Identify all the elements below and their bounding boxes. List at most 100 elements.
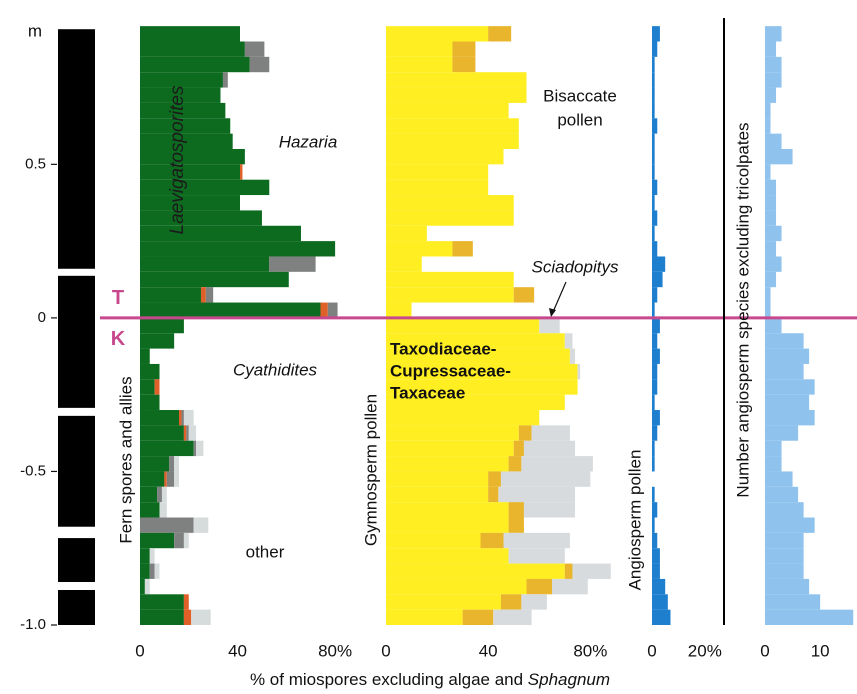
bar-segment xyxy=(386,394,565,411)
bar-segment xyxy=(652,56,655,73)
bar-segment xyxy=(765,594,821,610)
bar-segment xyxy=(144,578,150,595)
bar-segment xyxy=(140,456,170,472)
bar-segment xyxy=(765,118,771,134)
bar-segment xyxy=(765,287,771,303)
bar-segment xyxy=(765,563,804,579)
bar-segment xyxy=(140,133,233,149)
bar-segment xyxy=(765,41,777,57)
y-unit: m xyxy=(28,21,42,40)
bar-segment xyxy=(386,195,514,211)
bar-segment xyxy=(652,578,666,595)
lithology-block xyxy=(58,538,95,583)
x-axis-label-italic: Sphagnum xyxy=(528,670,610,689)
bar-segment xyxy=(652,102,655,119)
bar-segment xyxy=(765,363,804,380)
panel-label: Number angiosperm species excluding tric… xyxy=(733,122,752,497)
bar-segment xyxy=(320,302,328,318)
bar-segment xyxy=(140,394,160,411)
panel-label: Fern spores and allies xyxy=(116,376,135,543)
bar-segment xyxy=(386,287,514,303)
bar-segment xyxy=(154,379,160,395)
bar-segment xyxy=(386,302,412,318)
bar-segment xyxy=(386,210,514,226)
bar-segment xyxy=(765,56,782,73)
bar-segment xyxy=(386,41,453,57)
bar-segment xyxy=(765,26,782,42)
bar-segment xyxy=(386,532,481,549)
bar-segment xyxy=(765,133,782,149)
annotation: Laevigatosporites xyxy=(167,85,188,234)
bar-segment xyxy=(500,471,591,487)
bar-segment xyxy=(652,394,655,411)
bar-segment xyxy=(652,379,658,395)
bar-segment xyxy=(140,471,165,487)
bar-segment xyxy=(652,502,658,518)
bar-segment xyxy=(183,609,192,625)
bar-segment xyxy=(386,425,519,441)
bar-segment xyxy=(569,348,576,364)
boundary-label: K xyxy=(111,328,126,350)
bar-segment xyxy=(765,609,854,625)
bar-segment xyxy=(765,164,771,180)
bar-segment xyxy=(765,87,777,103)
bar-segment xyxy=(140,195,240,211)
bar-segment xyxy=(765,210,777,226)
x-tick-label: 0 xyxy=(135,641,144,660)
bar-segment xyxy=(552,578,588,595)
bar-segment xyxy=(161,486,167,503)
bar-segment xyxy=(386,363,578,380)
bar-segment xyxy=(386,179,489,196)
bar-segment xyxy=(193,440,197,457)
bar-segment xyxy=(386,594,501,610)
bar-segment xyxy=(652,532,658,549)
bar-segment xyxy=(140,563,150,579)
bar-segment xyxy=(386,609,463,625)
bar-segment xyxy=(140,41,245,57)
annotation: Cupressaceae- xyxy=(390,361,511,380)
bar-segment xyxy=(652,363,658,380)
bar-segment xyxy=(652,517,655,533)
bar-segment xyxy=(183,410,194,426)
bar-segment xyxy=(765,379,815,395)
bar-segment xyxy=(521,456,593,472)
bar-segment xyxy=(166,471,175,487)
bar-segment xyxy=(765,148,793,165)
bar-segment xyxy=(183,425,187,441)
x-tick-label: 0 xyxy=(381,641,390,660)
x-tick-label: 10 xyxy=(811,641,830,660)
bar-segment xyxy=(193,517,209,533)
bar-segment xyxy=(386,578,527,595)
y-tick-label: 0.5 xyxy=(25,155,46,172)
bar-segment xyxy=(386,410,540,426)
bar-segment xyxy=(652,348,660,364)
bar-segment xyxy=(765,271,777,288)
boundary-label: T xyxy=(112,287,124,309)
x-tick-label: 0 xyxy=(760,641,769,660)
bar-segment xyxy=(386,563,565,579)
annotation: Taxaceae xyxy=(390,383,465,402)
bar-segment xyxy=(480,532,504,549)
bar-segment xyxy=(523,502,576,518)
bar-segment xyxy=(140,517,194,533)
bar-segment xyxy=(652,225,655,242)
bar-segment xyxy=(765,578,810,595)
bar-segment xyxy=(222,72,228,88)
annotation: Bisaccate xyxy=(543,86,617,105)
plot-area xyxy=(58,26,857,625)
bar-segment xyxy=(452,56,476,73)
bar-segment xyxy=(577,363,581,380)
bar-segment xyxy=(652,425,658,441)
bar-segment xyxy=(652,179,658,196)
bar-segment xyxy=(386,118,519,134)
bar-segment xyxy=(652,609,671,625)
annotation: Hazaria xyxy=(279,132,338,151)
bar-segment xyxy=(140,410,180,426)
lithology-block xyxy=(58,415,95,527)
bar-segment xyxy=(765,548,804,564)
bar-segment xyxy=(386,87,527,103)
bar-segment xyxy=(140,72,223,88)
annotation: pollen xyxy=(557,110,602,129)
bar-segment xyxy=(652,210,658,226)
bar-segment xyxy=(539,317,560,334)
